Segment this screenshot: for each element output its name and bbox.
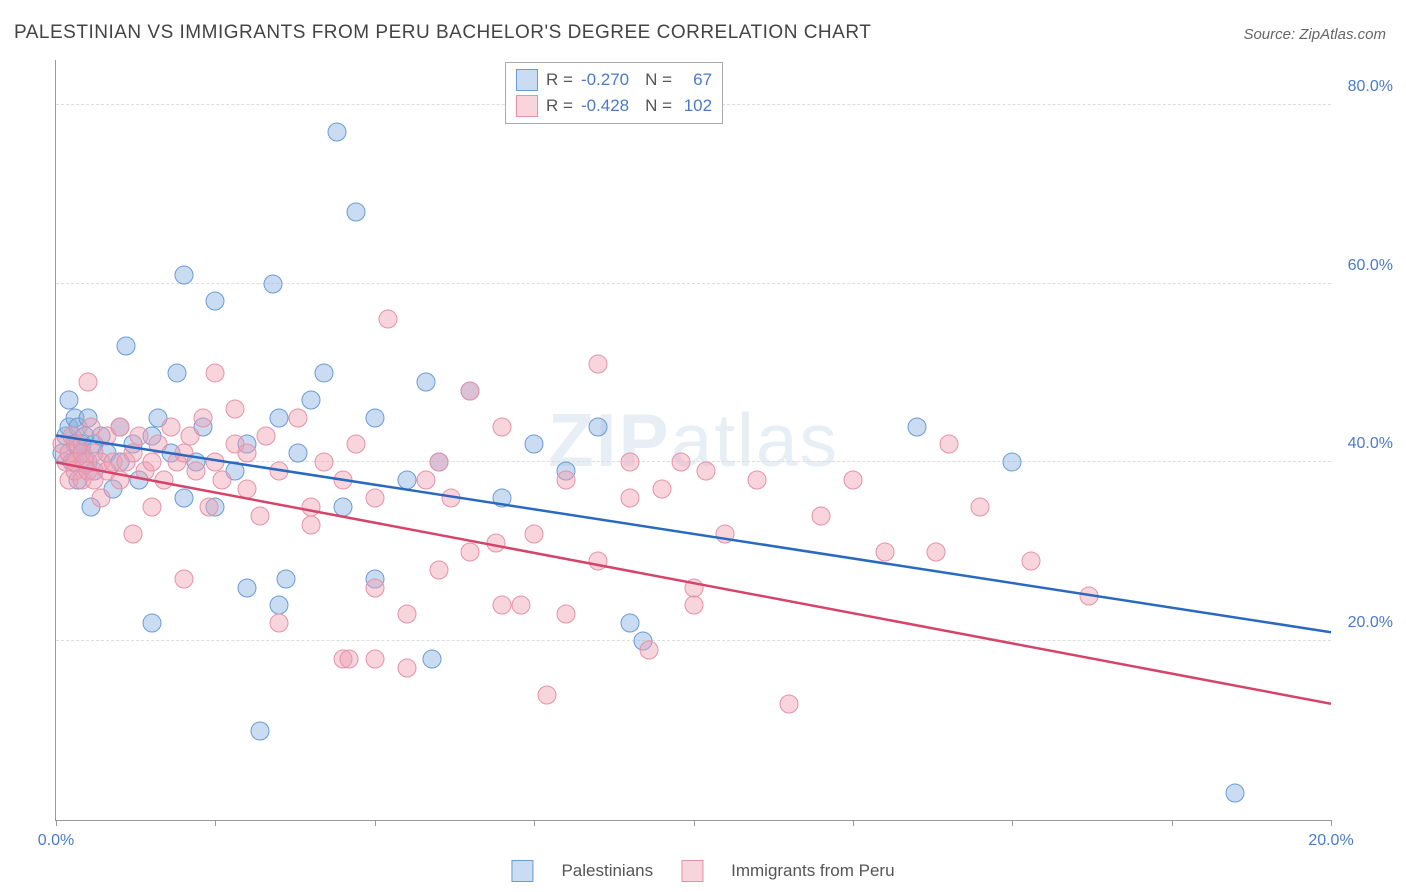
legend-swatch-1 — [511, 860, 533, 882]
x-tick — [694, 820, 695, 826]
legend-label-2: Immigrants from Peru — [731, 861, 894, 881]
trend-line — [56, 60, 1331, 820]
x-tick — [1331, 820, 1332, 826]
legend-n-value: 102 — [680, 96, 712, 116]
legend-r-label: R = — [546, 70, 573, 90]
legend-stat-row: R = -0.428 N = 102 — [516, 93, 712, 119]
y-tick-label: 60.0% — [1348, 257, 1393, 275]
legend-swatch-2 — [681, 860, 703, 882]
legend-swatch — [516, 95, 538, 117]
legend-n-label: N = — [645, 96, 672, 116]
x-tick — [853, 820, 854, 826]
x-tick — [534, 820, 535, 826]
legend-swatch — [516, 69, 538, 91]
x-tick-label: 0.0% — [38, 832, 74, 850]
legend-r-value: -0.270 — [581, 70, 629, 90]
legend-r-label: R = — [546, 96, 573, 116]
chart-title: PALESTINIAN VS IMMIGRANTS FROM PERU BACH… — [14, 22, 871, 44]
legend-stat-row: R = -0.270 N = 67 — [516, 67, 712, 93]
legend-stats: R = -0.270 N = 67 R = -0.428 N = 102 — [505, 62, 723, 124]
x-tick — [215, 820, 216, 826]
x-tick — [56, 820, 57, 826]
y-tick-label: 40.0% — [1348, 435, 1393, 453]
y-tick-label: 80.0% — [1348, 78, 1393, 96]
legend-label-1: Palestinians — [561, 861, 653, 881]
x-tick-label: 20.0% — [1308, 832, 1353, 850]
chart-plot-area: ZIPatlas 20.0%40.0%60.0%80.0%0.0%20.0% — [55, 60, 1331, 821]
x-tick — [1172, 820, 1173, 826]
legend-n-value: 67 — [680, 70, 712, 90]
x-tick — [375, 820, 376, 826]
y-tick-label: 20.0% — [1348, 614, 1393, 632]
source-label: Source: ZipAtlas.com — [1243, 26, 1386, 43]
x-tick — [1012, 820, 1013, 826]
legend-r-value: -0.428 — [581, 96, 629, 116]
legend-n-label: N = — [645, 70, 672, 90]
legend-series: Palestinians Immigrants from Peru — [511, 860, 894, 882]
